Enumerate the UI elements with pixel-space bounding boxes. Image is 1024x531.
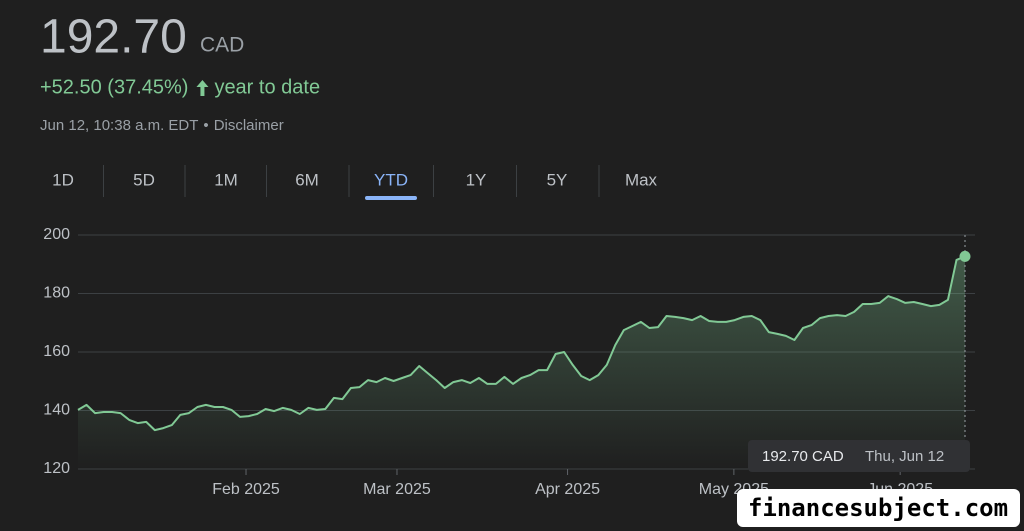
range-tab[interactable]: 5D [133, 170, 155, 189]
y-tick-label: 180 [43, 285, 70, 302]
tooltip-box [748, 440, 970, 472]
currency: CAD [200, 34, 244, 57]
range-tab[interactable]: 1M [214, 170, 238, 189]
disclaimer-link[interactable]: Disclaimer [214, 117, 284, 134]
separator: • [203, 117, 208, 134]
change: +52.50 (37.45%) [40, 76, 188, 98]
y-tick-label: 140 [43, 402, 70, 419]
period: year to date [214, 76, 320, 98]
watermark-box [737, 489, 1020, 527]
range-tab[interactable]: 6M [295, 170, 319, 189]
x-tick-label: Apr 2025 [535, 481, 600, 498]
up-arrow-icon [196, 80, 209, 96]
x-tick-label: Feb 2025 [212, 481, 280, 498]
area-fill [78, 256, 965, 469]
tooltip: 192.70 CAD Thu, Jun 12 [748, 440, 970, 472]
last-point [959, 250, 971, 262]
range-tab[interactable]: Max [625, 170, 658, 189]
timestamp: Jun 12, 10:38 a.m. EDT [40, 117, 198, 134]
price-line [77, 255, 966, 432]
price: 192.70 [40, 11, 187, 64]
y-tick-label: 200 [43, 226, 70, 243]
active-tab-indicator [365, 196, 417, 200]
watermark: financesubject.com [748, 494, 1008, 522]
range-tab[interactable]: 5Y [547, 170, 568, 189]
y-tick-label: 160 [43, 343, 70, 360]
range-tabs: 1D 5D 1M 6M YTD 1Y 5Y Max [52, 165, 658, 200]
tooltip-price: 192.70 CAD [762, 448, 844, 465]
y-tick-label: 120 [43, 460, 70, 477]
range-tab[interactable]: 1D [52, 170, 74, 189]
range-tab[interactable]: YTD [374, 170, 408, 189]
x-tick-label: Mar 2025 [363, 481, 431, 498]
range-tab[interactable]: 1Y [466, 170, 487, 189]
tooltip-date: Thu, Jun 12 [865, 448, 944, 465]
